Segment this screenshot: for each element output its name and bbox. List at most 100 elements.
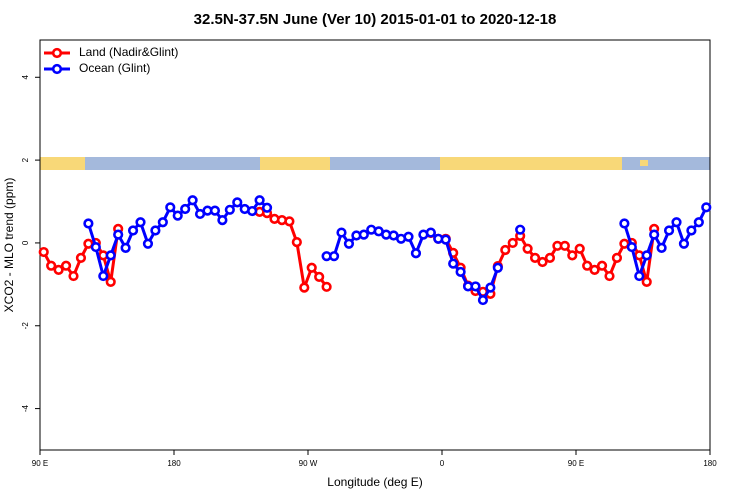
y-tick-label: -2 (21, 322, 30, 330)
y-tick-label: 2 (21, 157, 30, 162)
data-point (634, 270, 645, 282)
data-point (693, 217, 704, 228)
data-point (678, 238, 690, 249)
data-point (299, 282, 310, 293)
data-point (83, 218, 94, 229)
data-point (38, 246, 49, 258)
data-point (172, 210, 183, 221)
data-point (611, 252, 623, 263)
data-point (157, 217, 168, 228)
x-tick-label: 0 (440, 459, 445, 468)
data-point (165, 202, 176, 213)
data-point (641, 250, 652, 261)
data-point (120, 242, 131, 253)
map-strip (40, 157, 710, 170)
data-point (321, 281, 332, 292)
data-point (500, 244, 511, 256)
data-point (53, 264, 64, 275)
data-point (358, 229, 369, 240)
data-point (649, 229, 660, 240)
data-point (544, 252, 556, 263)
data-point (150, 225, 161, 236)
data-point (559, 240, 570, 251)
data-point (574, 243, 585, 254)
data-point (142, 238, 154, 249)
data-point (522, 243, 533, 254)
data-point (455, 266, 466, 278)
data-point (75, 252, 87, 263)
data-point (247, 205, 258, 217)
data-point (485, 282, 496, 293)
legend-item: Ocean (Glint) (44, 61, 150, 75)
data-point (403, 231, 414, 242)
data-point (582, 260, 593, 271)
data-point (507, 237, 518, 249)
data-point (261, 202, 273, 213)
data-point (284, 216, 295, 227)
data-point (448, 258, 459, 269)
data-point (254, 195, 265, 206)
data-point (671, 217, 682, 228)
data-point (515, 224, 526, 235)
data-point (641, 276, 652, 287)
legend-item: Land (Nadir&Glint) (44, 45, 178, 59)
data-point (46, 260, 57, 271)
legend-label: Land (Nadir&Glint) (79, 45, 178, 59)
data-point (291, 237, 302, 248)
x-tick-label: 180 (167, 459, 181, 468)
data-point (306, 262, 317, 273)
legend-label: Ocean (Glint) (79, 61, 150, 75)
data-point (529, 252, 541, 263)
series-line (42, 210, 656, 296)
data-point (567, 250, 578, 261)
legend-marker (51, 63, 63, 75)
data-point (619, 218, 630, 229)
data-point (224, 204, 235, 215)
data-point (328, 251, 340, 262)
x-tick-label: 180 (703, 459, 717, 468)
data-point (90, 241, 101, 253)
x-axis-label: Longitude (deg E) (327, 475, 422, 489)
data-point (589, 264, 600, 275)
data-point (604, 270, 615, 282)
data-point (98, 270, 109, 282)
y-tick-label: -4 (21, 404, 30, 412)
data-point (626, 241, 637, 253)
data-point (492, 262, 503, 273)
data-point (656, 242, 667, 253)
data-point (537, 256, 548, 268)
plot-frame (39, 39, 711, 451)
y-tick-label: 0 (21, 240, 30, 245)
y-tick-label: 4 (21, 74, 30, 79)
x-tick-label: 90 E (32, 459, 48, 468)
data-point (105, 250, 116, 261)
data-point (343, 238, 355, 249)
data-point (440, 234, 451, 245)
data-point (663, 225, 675, 236)
data-point (209, 205, 221, 216)
data-point (686, 225, 697, 236)
x-tick-label: 90 E (568, 459, 584, 468)
data-point (60, 260, 72, 271)
legend-marker (51, 47, 63, 59)
data-point (314, 271, 325, 282)
x-tick-label: 90 W (299, 459, 318, 468)
data-point (232, 197, 243, 208)
data-point (68, 270, 79, 282)
data-point (425, 227, 436, 238)
data-point (217, 215, 228, 226)
data-point (127, 225, 139, 236)
data-point (477, 294, 489, 306)
chart-title: 32.5N-37.5N June (Ver 10) 2015-01-01 to … (194, 11, 557, 28)
data-point (135, 217, 146, 228)
data-point (701, 202, 712, 213)
y-axis-label: XCO2 - MLO trend (ppm) (2, 178, 16, 313)
data-point (113, 229, 124, 240)
data-point (596, 260, 608, 271)
data-point (187, 195, 198, 206)
data-point (470, 281, 481, 292)
data-point (105, 276, 116, 287)
data-point (410, 248, 422, 259)
data-point (336, 227, 347, 238)
